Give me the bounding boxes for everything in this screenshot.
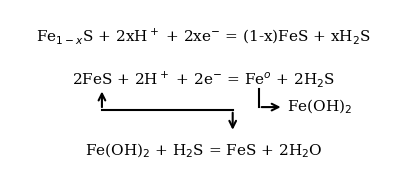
Text: Fe$_{1-x}$S + 2xH$^+$ + 2xe$^{-}$ = (1-x)FeS + xH$_2$S: Fe$_{1-x}$S + 2xH$^+$ + 2xe$^{-}$ = (1-x… bbox=[36, 26, 371, 46]
Text: Fe(OH)$_2$ + H$_2$S = FeS + 2H$_2$O: Fe(OH)$_2$ + H$_2$S = FeS + 2H$_2$O bbox=[85, 142, 322, 160]
Text: 2FeS + 2H$^+$ + 2e$^{-}$ = Fe$^o$ + 2H$_2$S: 2FeS + 2H$^+$ + 2e$^{-}$ = Fe$^o$ + 2H$_… bbox=[72, 69, 335, 89]
Text: Fe(OH)$_2$: Fe(OH)$_2$ bbox=[287, 98, 352, 116]
